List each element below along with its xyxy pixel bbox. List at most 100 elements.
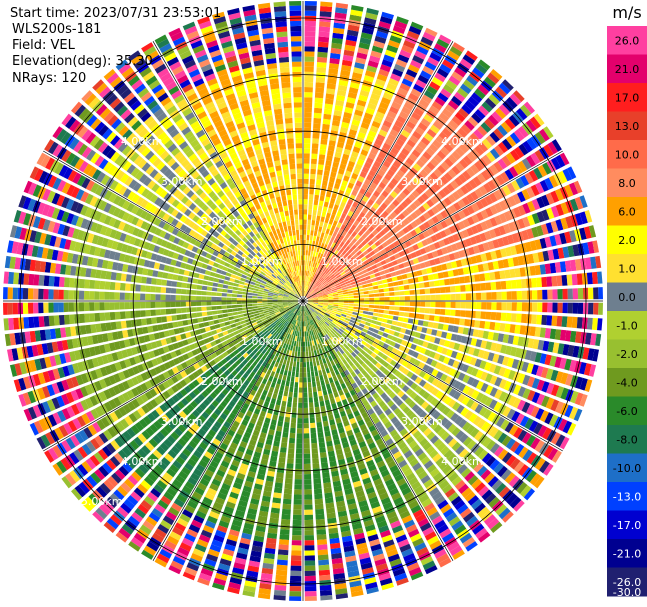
velocity-gate (447, 194, 457, 203)
velocity-gate (382, 142, 392, 151)
velocity-gate (539, 179, 549, 192)
velocity-gate (585, 257, 592, 270)
velocity-gate (325, 228, 330, 235)
velocity-gate (303, 362, 307, 368)
velocity-gate (438, 131, 449, 142)
velocity-gate (506, 291, 512, 300)
velocity-gate (409, 458, 419, 467)
velocity-gate (304, 484, 312, 490)
velocity-gate (392, 525, 404, 534)
velocity-gate (300, 351, 303, 357)
velocity-gate (399, 428, 408, 437)
velocity-gate (583, 226, 592, 239)
velocity-gate (361, 183, 369, 191)
velocity-gate (462, 267, 469, 275)
velocity-gate (396, 424, 405, 433)
velocity-gate (319, 259, 324, 265)
velocity-gate (315, 513, 325, 520)
velocity-gate (480, 253, 488, 262)
velocity-gate (343, 49, 355, 57)
velocity-gate (455, 430, 465, 440)
velocity-gate (329, 315, 335, 319)
velocity-gate (372, 416, 380, 425)
velocity-gate (507, 195, 517, 207)
velocity-gate (424, 260, 431, 268)
velocity-gate (324, 268, 329, 274)
velocity-gate (405, 362, 413, 370)
velocity-gate (571, 273, 578, 286)
velocity-gate (413, 199, 422, 208)
velocity-gate (391, 260, 398, 266)
velocity-gate (500, 121, 512, 133)
velocity-gate (315, 241, 319, 247)
velocity-gate (358, 334, 365, 340)
velocity-gate (235, 321, 241, 327)
velocity-gate (309, 308, 314, 313)
velocity-gate (372, 177, 380, 186)
velocity-gate (409, 180, 418, 189)
velocity-gate (334, 151, 342, 159)
velocity-gate (327, 280, 333, 285)
velocity-gate (424, 288, 431, 294)
velocity-gate (543, 126, 554, 139)
velocity-gate (213, 319, 220, 325)
velocity-gate (399, 306, 405, 311)
velocity-gate (434, 337, 441, 345)
velocity-gate (316, 315, 321, 320)
velocity-gate (375, 362, 382, 369)
velocity-gate (536, 393, 545, 406)
velocity-gate (457, 127, 468, 138)
velocity-gate (362, 195, 369, 203)
velocity-gate (469, 132, 480, 144)
velocity-gate (387, 460, 397, 469)
velocity-gate (429, 143, 439, 153)
velocity-gate (449, 317, 455, 324)
velocity-gate (323, 301, 329, 303)
velocity-gate (550, 205, 560, 218)
velocity-gate (572, 288, 579, 300)
velocity-gate (337, 306, 344, 310)
velocity-gate (366, 349, 373, 356)
velocity-gate (349, 14, 362, 22)
velocity-gate (307, 297, 313, 300)
velocity-gate (339, 361, 345, 367)
velocity-gate (550, 157, 561, 170)
velocity-gate (344, 424, 352, 432)
velocity-gate (313, 302, 319, 305)
velocity-gate (416, 45, 429, 56)
velocity-gate (381, 279, 388, 284)
velocity-gate (434, 257, 441, 265)
velocity-gate (522, 388, 531, 400)
velocity-gate (308, 387, 312, 393)
velocity-gate (363, 352, 370, 359)
velocity-gate (426, 394, 435, 403)
velocity-gate (430, 301, 436, 308)
velocity-gate (321, 248, 326, 255)
velocity-gate (554, 234, 562, 246)
velocity-gate (357, 47, 369, 55)
velocity-gate (559, 232, 567, 245)
velocity-gate (342, 289, 348, 293)
velocity-gate (474, 430, 484, 441)
velocity-gate (319, 447, 326, 453)
velocity-gate (307, 302, 313, 305)
velocity-gate (502, 511, 514, 523)
velocity-gate (403, 284, 410, 290)
velocity-gate (457, 221, 466, 230)
velocity-gate (335, 331, 341, 337)
velocity-gate (428, 281, 435, 287)
velocity-gate (330, 197, 336, 204)
velocity-gate (489, 164, 499, 175)
velocity-gate (366, 266, 373, 272)
velocity-gate (359, 395, 367, 403)
velocity-gate (400, 129, 411, 138)
velocity-gate (359, 274, 365, 279)
velocity-gate (314, 194, 320, 201)
velocity-gate (429, 421, 439, 430)
velocity-gate (478, 406, 488, 417)
velocity-gate (426, 342, 434, 350)
velocity-gate (491, 479, 503, 491)
velocity-gate (310, 422, 316, 429)
velocity-gate (401, 445, 410, 455)
velocity-gate (518, 446, 529, 459)
